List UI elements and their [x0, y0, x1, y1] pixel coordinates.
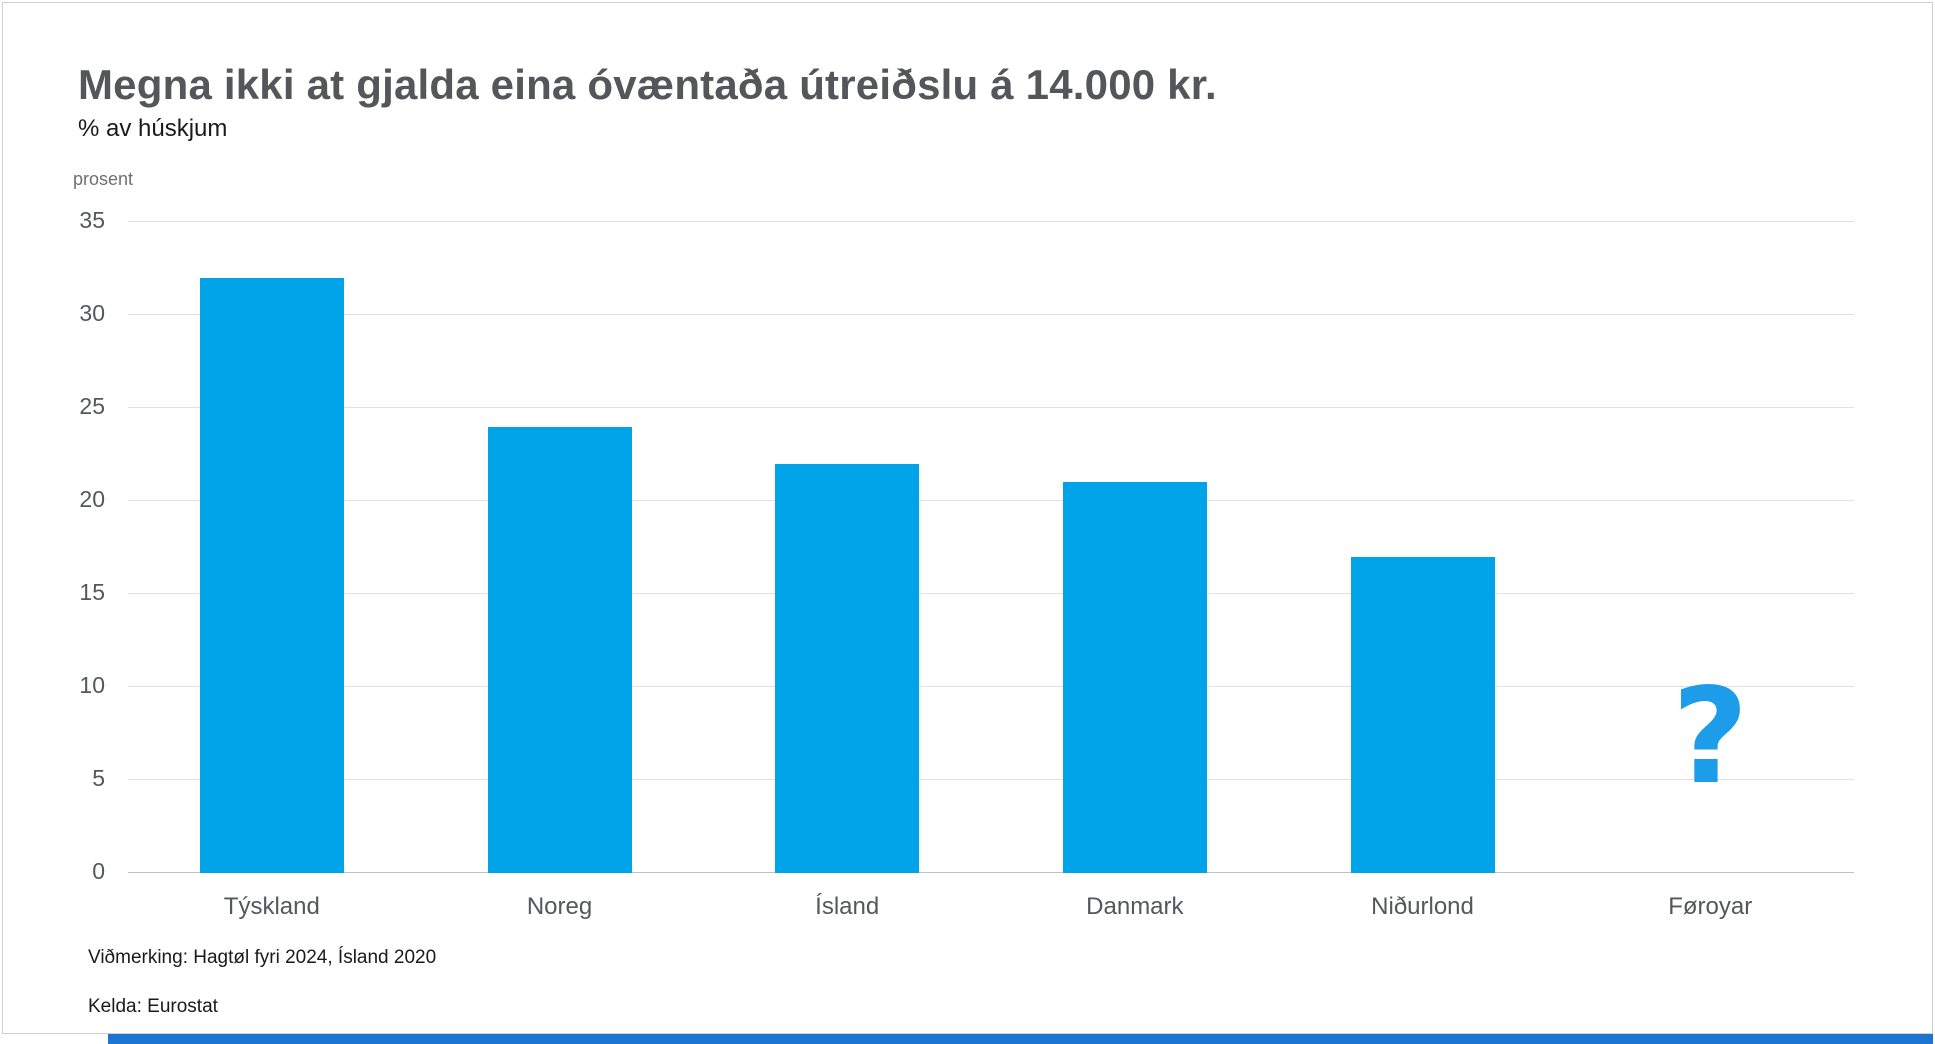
chart-title: Megna ikki at gjalda eina óvæntaða útrei…: [78, 61, 1217, 108]
gridline: [128, 221, 1854, 222]
plot-area: 0 5 10 15 20 25 30 35 Týskland Noreg Ísland Danmar…: [79, 207, 1854, 920]
footer-accent-bar: [108, 1034, 1933, 1044]
gridline: [128, 593, 1854, 594]
bar-column-týskland: Týskland: [128, 222, 416, 920]
bar-column-danmark: Danmark: [991, 222, 1279, 920]
y-axis-tick-label: 20: [79, 486, 105, 513]
y-axis-tick-label: 15: [79, 579, 105, 605]
x-axis-category-label: Niðurlond: [1371, 893, 1474, 920]
bar-danmark: [1062, 482, 1207, 873]
bar-column-noreg: Noreg: [416, 222, 704, 920]
x-axis-category-label: Týskland: [223, 893, 320, 920]
bar-column-ísland: Ísland: [703, 222, 991, 920]
y-axis-tick-label: 10: [79, 672, 105, 699]
gridline: [128, 686, 1854, 687]
y-axis-tick-label: 30: [79, 300, 105, 326]
chart-subtitle: % av húskjum: [78, 115, 228, 142]
x-axis-category-label: Føroyar: [1668, 893, 1753, 920]
x-axis-category-label: Noreg: [526, 893, 593, 920]
bar-týskland: [199, 277, 344, 873]
bar-column-føroyar: ? Føroyar: [1566, 222, 1854, 920]
footnote-source: Kelda: Eurostat: [88, 996, 218, 1017]
x-axis-category-label: Danmark: [1086, 893, 1184, 920]
y-axis-tick-label: 35: [79, 207, 105, 233]
bar-column-niðurlond: Niðurlond: [1279, 222, 1567, 920]
gridline: [128, 314, 1854, 315]
bar-ísland: [775, 463, 920, 873]
footnote-note: Viðmerking: Hagtøl fyri 2024, Ísland 202…: [88, 947, 437, 968]
bar-niðurlond: [1350, 556, 1495, 873]
gridline: [128, 779, 1854, 780]
y-axis-tick-label: 25: [79, 393, 105, 419]
x-axis-category-label: Ísland: [815, 893, 880, 920]
y-axis-tick-label: 0: [92, 858, 105, 884]
gridline: [128, 407, 1854, 408]
gridline: [128, 500, 1854, 501]
bar-columns: Týskland Noreg Ísland Danmark Niðurlond? Føro…: [128, 222, 1854, 920]
bar-noreg: [487, 426, 632, 873]
y-axis-unit-label: prosent: [73, 169, 134, 189]
x-axis-baseline: [128, 872, 1854, 873]
y-axis-tick-label: 5: [92, 765, 105, 792]
missing-value-question-mark: ?: [1671, 659, 1749, 814]
